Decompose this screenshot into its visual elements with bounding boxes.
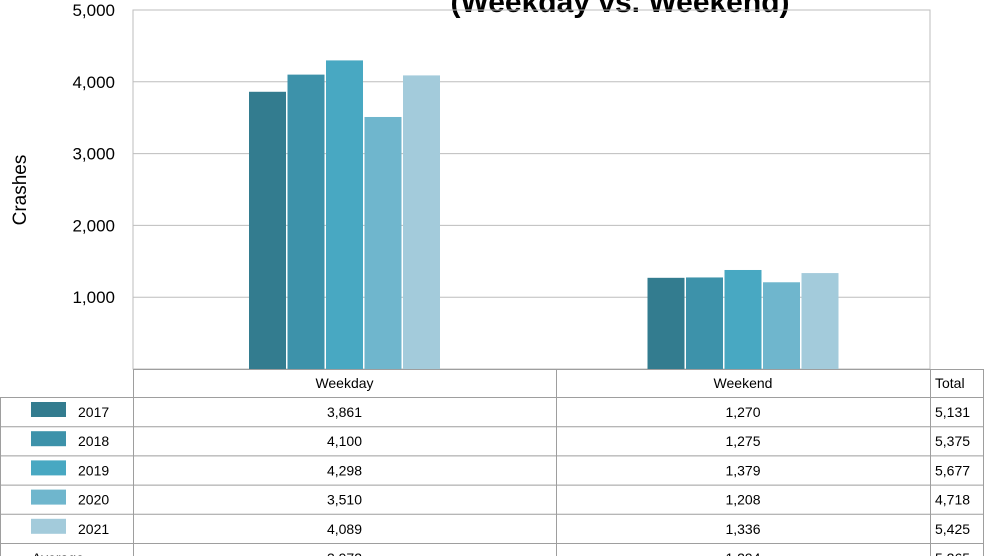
legend-swatch-2017 — [31, 402, 66, 417]
y-tick-label: 2,000 — [72, 216, 115, 235]
table-cell: 4,298 — [327, 462, 362, 478]
table-header-weekend: Weekend — [714, 375, 773, 391]
y-tick-label: 3,000 — [72, 145, 115, 164]
legend-label-2018: 2018 — [78, 433, 109, 449]
bar-2019-weekend — [724, 269, 762, 369]
y-tick-label: 1,000 — [72, 288, 115, 307]
table-cell: 5,677 — [935, 462, 970, 478]
y-axis-title: Crashes — [10, 155, 31, 226]
legend-label-2017: 2017 — [78, 404, 109, 420]
table-header-total: Total — [935, 375, 965, 391]
table-cell: 1,208 — [725, 492, 760, 508]
legend-label-2021: 2021 — [78, 521, 109, 537]
bar-2021-weekday — [403, 75, 440, 370]
average-cell: 5,265 — [935, 550, 970, 556]
average-cell: 1,294 — [725, 550, 760, 556]
bar-2018-weekday — [287, 74, 325, 370]
legend-swatch-2020 — [31, 489, 66, 505]
legend-label-2019: 2019 — [78, 462, 109, 478]
table-cell: 1,275 — [725, 433, 760, 449]
bar-2021-weekend — [801, 273, 839, 369]
table-cell: 5,375 — [935, 433, 970, 449]
legend-label-2020: 2020 — [78, 492, 109, 508]
bar-2018-weekend — [686, 277, 723, 369]
table-cell: 5,131 — [935, 404, 970, 420]
table-cell: 3,510 — [327, 492, 362, 508]
table-cell: 1,270 — [725, 404, 760, 420]
table-cell: 4,718 — [935, 492, 970, 508]
table-cell: 3,861 — [327, 404, 362, 420]
bar-2020-weekend — [763, 282, 800, 369]
table-cell: 4,089 — [327, 521, 362, 537]
average-cell: 3,972 — [327, 550, 362, 556]
y-tick-label: 5,000 — [72, 1, 115, 20]
legend-swatch-2018 — [31, 431, 66, 447]
bar-2017-weekend — [647, 277, 685, 369]
y-tick-label: 4,000 — [72, 73, 115, 92]
table-cell: 1,336 — [725, 521, 760, 537]
bar-2019-weekday — [326, 60, 363, 370]
table-cell: 5,425 — [935, 521, 970, 537]
legend-swatch-2019 — [31, 460, 66, 476]
table-cell: 1,379 — [725, 462, 760, 478]
bar-2020-weekday — [364, 116, 402, 370]
bar-2017-weekday — [249, 91, 286, 369]
table-cell: 4,100 — [327, 433, 362, 449]
legend-swatch-2021 — [31, 518, 66, 534]
table-header-weekday: Weekday — [315, 375, 373, 391]
average-label: Average — [32, 550, 84, 556]
